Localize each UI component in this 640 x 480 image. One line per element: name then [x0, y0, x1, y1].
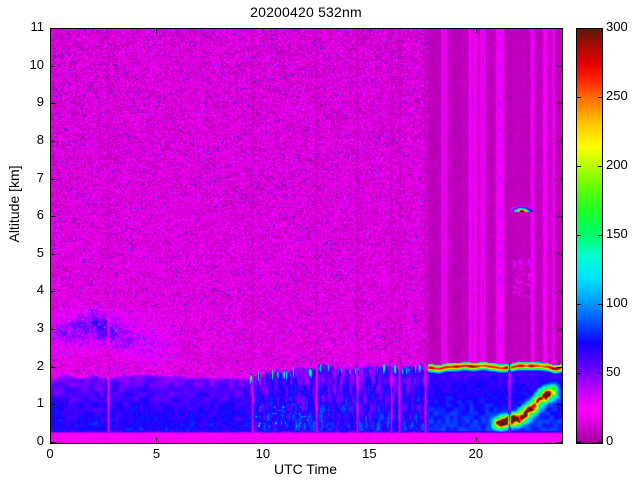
- x-tick-label: 15: [362, 446, 377, 461]
- colorbar-tick-mark-right: [598, 373, 602, 374]
- y-tick-mark-right: [557, 442, 562, 443]
- x-tick-mark-top: [156, 28, 158, 33]
- x-tick-label: 0: [46, 446, 54, 461]
- x-tick-mark-top: [475, 28, 477, 33]
- heatmap-plot-area: [50, 28, 563, 444]
- y-tick-mark: [51, 140, 56, 142]
- y-tick-label: 3: [36, 320, 44, 336]
- x-tick-mark: [369, 437, 371, 442]
- x-tick-mark-top: [262, 28, 264, 33]
- y-tick-mark: [51, 329, 56, 331]
- colorbar-tick-mark: [577, 373, 581, 374]
- y-tick-mark: [51, 178, 56, 180]
- y-tick-label: 5: [36, 244, 44, 260]
- colorbar-tick-label: 100: [606, 295, 628, 310]
- colorbar-tick-mark: [577, 235, 581, 236]
- y-tick-mark-right: [557, 291, 562, 293]
- x-tick-label: 20: [468, 446, 484, 461]
- colorbar-tick-label: 0: [606, 433, 614, 448]
- colorbar-tick-label: 200: [606, 157, 628, 172]
- y-tick-mark-right: [557, 329, 562, 331]
- y-tick-mark-right: [557, 65, 562, 67]
- y-tick-label: 7: [36, 169, 44, 185]
- x-tick-mark: [156, 437, 158, 442]
- x-tick-mark-top: [50, 28, 51, 33]
- y-tick-mark-right: [557, 28, 562, 29]
- y-tick-mark: [51, 103, 56, 105]
- heatmap-canvas: [51, 29, 562, 443]
- colorbar-tick-mark-right: [598, 442, 602, 443]
- y-tick-mark-right: [557, 140, 562, 142]
- y-tick-mark-right: [557, 404, 562, 406]
- colorbar-tick-mark-right: [598, 97, 602, 98]
- colorbar-tick-label: 50: [606, 364, 621, 379]
- x-tick-mark: [475, 437, 477, 442]
- y-tick-mark: [51, 216, 56, 218]
- y-tick-mark: [51, 404, 56, 406]
- x-axis-title: UTC Time: [274, 461, 337, 477]
- y-tick-mark: [51, 366, 56, 368]
- y-tick-label: 1: [36, 395, 44, 411]
- colorbar-tick-mark-right: [598, 166, 602, 167]
- y-tick-label: 8: [36, 131, 44, 147]
- colorbar-tick-mark: [577, 304, 581, 305]
- y-tick-label: 0: [36, 433, 44, 448]
- y-tick-label: 2: [36, 357, 44, 373]
- colorbar-tick-mark: [577, 28, 581, 29]
- x-tick-mark: [262, 437, 264, 442]
- colorbar-tick-mark-right: [598, 28, 602, 29]
- y-tick-label: 4: [36, 282, 44, 298]
- y-tick-label: 9: [36, 94, 44, 110]
- x-tick-mark: [50, 437, 51, 442]
- y-tick-mark: [51, 253, 56, 255]
- colorbar-tick-mark-right: [598, 304, 602, 305]
- x-tick-label: 5: [152, 446, 161, 461]
- y-tick-mark: [51, 442, 56, 443]
- y-tick-mark-right: [557, 178, 562, 180]
- colorbar-tick-mark-right: [598, 235, 602, 236]
- y-tick-mark: [51, 65, 56, 67]
- y-tick-mark-right: [557, 366, 562, 368]
- colorbar-tick-mark: [577, 166, 581, 167]
- y-tick-mark-right: [557, 103, 562, 105]
- colorbar-tick-label: 300: [606, 19, 628, 34]
- y-tick-mark: [51, 28, 56, 29]
- page-title: 20200420 532nm: [250, 4, 362, 20]
- y-tick-mark: [51, 291, 56, 293]
- x-tick-mark-top: [369, 28, 371, 33]
- y-tick-mark-right: [557, 216, 562, 218]
- y-tick-label: 6: [36, 207, 44, 223]
- colorbar-tick-label: 150: [606, 226, 628, 241]
- colorbar-tick-mark: [577, 97, 581, 98]
- colorbar-gradient: [577, 29, 602, 443]
- y-tick-mark-right: [557, 253, 562, 255]
- colorbar-tick-mark: [577, 442, 581, 443]
- colorbar: [576, 28, 603, 444]
- y-tick-label: 11: [30, 19, 45, 34]
- colorbar-tick-label: 250: [606, 88, 628, 103]
- y-tick-label: 10: [29, 56, 44, 72]
- x-tick-label: 10: [255, 446, 271, 461]
